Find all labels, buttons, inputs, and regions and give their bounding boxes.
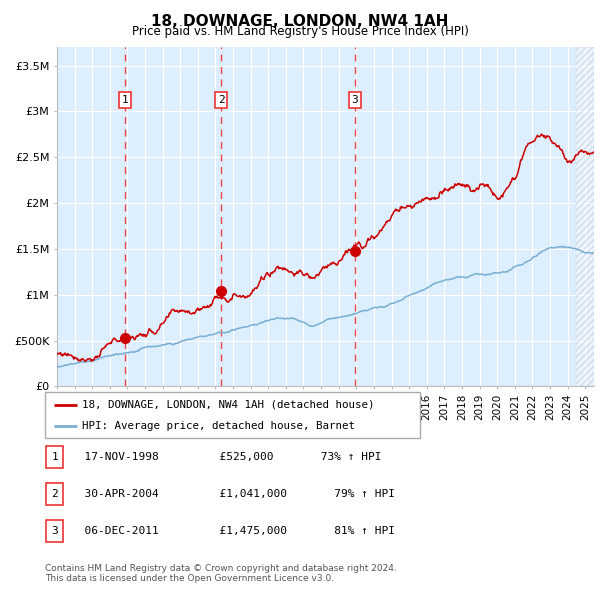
FancyBboxPatch shape: [46, 520, 63, 542]
Text: 2: 2: [218, 95, 224, 105]
Text: 18, DOWNAGE, LONDON, NW4 1AH: 18, DOWNAGE, LONDON, NW4 1AH: [151, 14, 449, 28]
Text: 06-DEC-2011         £1,475,000       81% ↑ HPI: 06-DEC-2011 £1,475,000 81% ↑ HPI: [71, 526, 395, 536]
FancyBboxPatch shape: [45, 392, 420, 438]
Text: 18, DOWNAGE, LONDON, NW4 1AH (detached house): 18, DOWNAGE, LONDON, NW4 1AH (detached h…: [83, 399, 375, 409]
Text: Price paid vs. HM Land Registry's House Price Index (HPI): Price paid vs. HM Land Registry's House …: [131, 25, 469, 38]
Text: 1: 1: [51, 453, 58, 462]
FancyBboxPatch shape: [46, 483, 63, 505]
Text: 30-APR-2004         £1,041,000       79% ↑ HPI: 30-APR-2004 £1,041,000 79% ↑ HPI: [71, 489, 395, 499]
Text: 1: 1: [122, 95, 128, 105]
FancyBboxPatch shape: [46, 446, 63, 468]
Text: 3: 3: [51, 526, 58, 536]
Text: 2: 2: [51, 489, 58, 499]
Text: 3: 3: [352, 95, 358, 105]
Text: Contains HM Land Registry data © Crown copyright and database right 2024.
This d: Contains HM Land Registry data © Crown c…: [45, 563, 397, 583]
Bar: [577, 47, 594, 386]
Text: HPI: Average price, detached house, Barnet: HPI: Average price, detached house, Barn…: [83, 421, 355, 431]
Text: 17-NOV-1998         £525,000       73% ↑ HPI: 17-NOV-1998 £525,000 73% ↑ HPI: [71, 453, 382, 462]
